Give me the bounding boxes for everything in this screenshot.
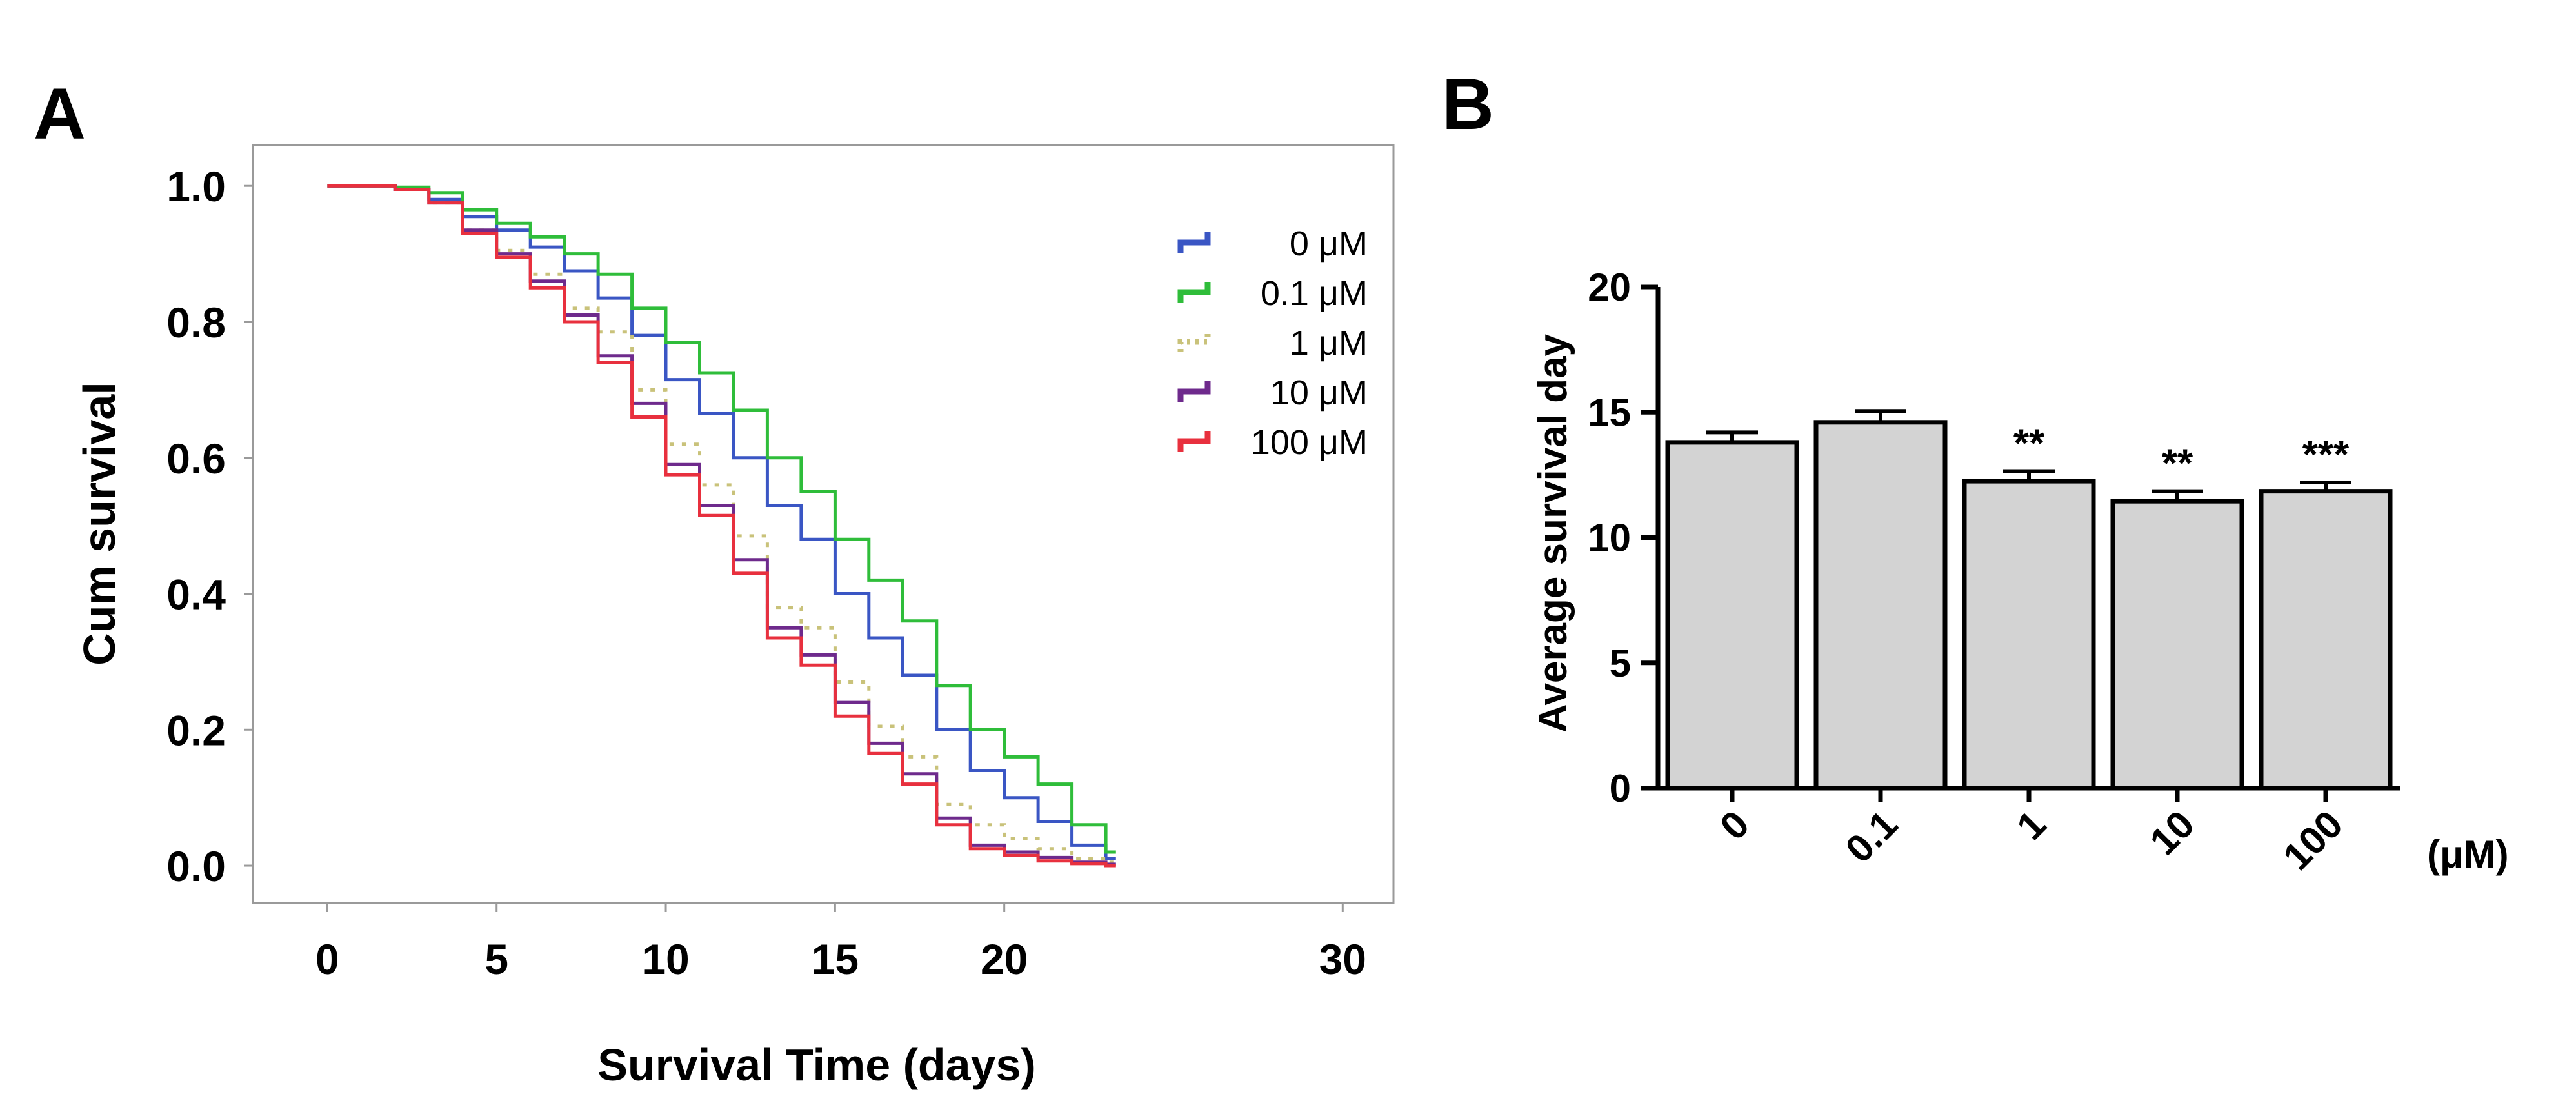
survival-curve-series-2 [327,184,1116,864]
survival-y-tick-label: 0.4 [166,571,226,619]
survival-curve-series-3 [327,184,1116,866]
survival-curve-series-0 [327,184,1116,860]
bar-y-tick-label: 20 [1588,266,1631,309]
bars: ** ** *** [1665,409,2393,791]
bar-1 [1813,420,1948,791]
bar-y-tick-label: 10 [1588,517,1631,560]
bar-2 [1962,479,2096,791]
survival-legend-label-0: 0 μM [1290,224,1368,263]
survival-legend-label-1: 0.1 μM [1261,274,1368,313]
bar-x-tick-label: 0.1 [1837,802,1906,871]
survival-legend-label-2: 1 μM [1290,324,1368,362]
survival-x-tick-label: 15 [812,935,859,983]
survival-legend-swatch-0 [1177,232,1211,253]
survival-y-tick-label: 0.2 [166,706,226,754]
survival-y-tick-label: 0.8 [166,299,226,346]
panel-b-letter: B [1442,64,1494,144]
survival-y-axis-title: Cum survival [74,382,125,666]
bar-x-axis: 0 0.1 1 10 100 [1658,786,2400,879]
survival-legend-label-3: 10 μM [1270,373,1368,412]
survival-legend: 0 μM 0.1 μM 1 μM 10 μM 100 μM [1177,224,1368,462]
survival-x-tick-label: 5 [484,935,508,983]
bar-x-tick-label: 1 [2008,802,2054,848]
survival-legend-swatch-2 [1177,332,1211,352]
bar-significance-2: ** [2013,422,2045,466]
bar-significance-4: *** [2302,433,2350,477]
bar-3 [2110,499,2244,791]
survival-curve-series-1 [327,184,1116,854]
survival-legend-swatch-4 [1177,431,1211,452]
bar-y-tick-label: 5 [1610,642,1631,685]
survival-plot-frame [252,144,1395,904]
panel-a-letter: A [34,74,86,154]
survival-y-ticks: 0.0 0.2 0.4 0.6 0.8 1.0 [166,163,253,890]
survival-y-tick-label: 0.0 [166,842,226,890]
bar-x-tick-label: 100 [2275,802,2351,879]
survival-x-tick-label: 0 [315,935,339,983]
bar-y-tick-label: 0 [1610,767,1631,810]
survival-y-tick-label: 1.0 [166,163,226,210]
survival-legend-swatch-3 [1177,381,1211,402]
survival-curve-series-4 [327,184,1116,868]
bar-4 [2259,489,2393,791]
survival-curves [327,184,1116,868]
bar-y-axis-title: Average survival day [1531,333,1575,733]
survival-legend-swatch-1 [1177,282,1211,303]
survival-x-tick-label: 10 [642,935,689,983]
bar-y-axis: 0 5 10 15 20 [1588,266,1661,810]
bar-unit-label: (μM) [2427,833,2509,876]
bar-x-tick-label: 10 [2142,802,2203,864]
bar-significance-3: ** [2162,442,2193,486]
survival-x-tick-label: 20 [981,935,1028,983]
survival-x-tick-label: 30 [1319,935,1366,983]
bar-x-tick-label: 0 [1712,802,1757,848]
bar-0 [1665,440,1799,791]
bar-y-tick-label: 15 [1588,391,1631,434]
survival-legend-label-4: 100 μM [1251,423,1368,462]
survival-y-tick-label: 0.6 [166,435,226,482]
survival-x-ticks: 0 5 10 15 20 30 [315,903,1366,983]
survival-chart: 0 5 10 15 20 30 0.0 0.2 0.4 0.6 0.8 1.0 Survival T… [74,144,1395,1090]
survival-x-axis-title: Survival Time (days) [597,1040,1036,1090]
